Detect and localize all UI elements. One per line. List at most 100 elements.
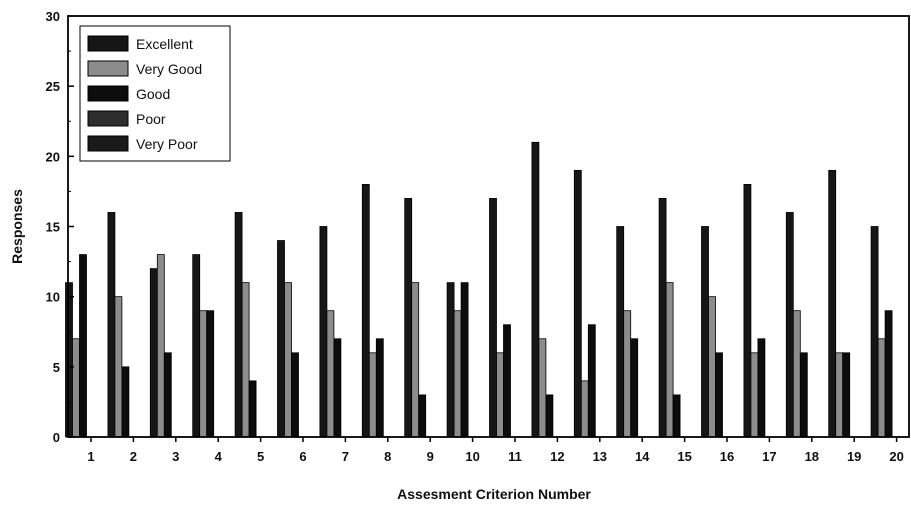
bar-excellent-5: [234, 212, 243, 438]
x-axis-title: Assesment Criterion Number: [397, 486, 591, 502]
y-axis-title: Responses: [9, 189, 25, 264]
y-tick-label-30: 30: [46, 9, 60, 24]
legend-label-very-poor: Very Poor: [136, 136, 198, 152]
bar-good-20: [884, 310, 893, 438]
bar-very-good-3: [156, 254, 165, 438]
legend-swatch-good: [87, 85, 129, 102]
bar-very-good-5: [241, 282, 250, 438]
bar-good-13: [587, 324, 596, 438]
bar-good-16: [715, 352, 723, 438]
bar-very-good-15: [665, 282, 674, 438]
bar-good-18: [799, 352, 808, 438]
bar-good-8: [375, 338, 384, 438]
bar-good-7: [333, 338, 342, 438]
y-tick-label-20: 20: [46, 149, 60, 164]
bar-good-19: [842, 352, 851, 438]
bar-excellent-14: [616, 226, 625, 438]
bar-good-3: [163, 352, 172, 438]
bar-excellent-6: [277, 240, 285, 438]
bar-very-good-9: [411, 282, 420, 438]
bar-very-good-16: [708, 296, 716, 438]
bar-excellent-16: [701, 226, 709, 438]
bar-excellent-7: [319, 226, 328, 438]
legend-label-good: Good: [136, 86, 170, 102]
x-tick-label-6: 6: [299, 449, 306, 464]
bar-excellent-15: [658, 198, 667, 438]
bar-good-5: [248, 380, 257, 438]
bar-excellent-11: [489, 198, 497, 438]
bar-excellent-13: [573, 169, 582, 438]
x-tick-label-11: 11: [508, 449, 522, 464]
bar-very-good-18: [792, 310, 801, 438]
x-tick-label-4: 4: [215, 449, 223, 464]
x-tick-label-16: 16: [720, 449, 734, 464]
bar-very-good-7: [326, 310, 335, 438]
bar-good-15: [672, 394, 681, 438]
legend-label-excellent: Excellent: [136, 36, 193, 52]
bar-very-good-2: [114, 296, 123, 438]
bar-good-2: [121, 366, 130, 438]
bar-good-4: [206, 310, 215, 438]
x-tick-label-7: 7: [342, 449, 349, 464]
bar-excellent-10: [446, 282, 455, 438]
bar-very-good-17: [750, 352, 759, 438]
bar-very-good-14: [623, 310, 632, 438]
y-tick-label-5: 5: [53, 360, 60, 375]
bar-good-6: [291, 352, 299, 438]
x-tick-label-12: 12: [550, 449, 564, 464]
bar-good-9: [418, 394, 427, 438]
x-tick-label-1: 1: [87, 449, 94, 464]
x-tick-label-19: 19: [847, 449, 861, 464]
x-tick-label-20: 20: [889, 449, 903, 464]
bar-good-10: [460, 282, 469, 438]
bar-very-good-8: [368, 352, 377, 438]
bar-good-12: [545, 394, 554, 438]
bar-very-good-11: [496, 352, 504, 438]
y-tick-label-10: 10: [46, 290, 60, 305]
bar-excellent-3: [149, 268, 158, 438]
bar-excellent-2: [107, 212, 116, 438]
legend-label-poor: Poor: [136, 111, 166, 127]
y-tick-label-25: 25: [46, 79, 60, 94]
y-tick-label-15: 15: [46, 220, 60, 235]
bar-excellent-9: [404, 198, 413, 438]
legend: Excellent Very Good Good Poor Very Poor: [79, 25, 231, 162]
bar-very-good-10: [453, 310, 462, 438]
legend-swatch-excellent: [87, 35, 129, 52]
bar-good-11: [503, 324, 511, 438]
legend-swatch-poor: [87, 110, 129, 127]
x-tick-label-9: 9: [427, 449, 434, 464]
x-tick-label-3: 3: [172, 449, 179, 464]
x-tick-label-5: 5: [257, 449, 264, 464]
bar-very-good-1: [72, 338, 80, 438]
bar-good-1: [79, 254, 87, 438]
bar-excellent-12: [531, 141, 540, 438]
bar-very-good-20: [877, 338, 886, 438]
bar-good-17: [757, 338, 766, 438]
bar-excellent-8: [361, 183, 370, 438]
x-tick-label-17: 17: [762, 449, 776, 464]
x-tick-label-18: 18: [805, 449, 819, 464]
bar-excellent-20: [870, 226, 879, 438]
x-tick-label-8: 8: [384, 449, 391, 464]
bar-excellent-18: [785, 212, 794, 438]
x-tick-label-14: 14: [635, 449, 650, 464]
bar-very-good-4: [199, 310, 208, 438]
bar-very-good-12: [538, 338, 547, 438]
bar-very-good-13: [580, 380, 589, 438]
bar-excellent-17: [743, 183, 752, 438]
legend-swatch-very-good: [87, 60, 129, 77]
y-tick-label-0: 0: [53, 430, 60, 445]
x-tick-label-13: 13: [593, 449, 607, 464]
bar-very-good-19: [835, 352, 844, 438]
x-tick-label-2: 2: [130, 449, 137, 464]
bar-excellent-4: [192, 254, 201, 438]
x-tick-label-10: 10: [465, 449, 479, 464]
legend-label-very-good: Very Good: [136, 61, 202, 77]
bar-excellent-1: [65, 282, 73, 438]
bar-very-good-6: [284, 282, 292, 438]
bar-good-14: [630, 338, 639, 438]
